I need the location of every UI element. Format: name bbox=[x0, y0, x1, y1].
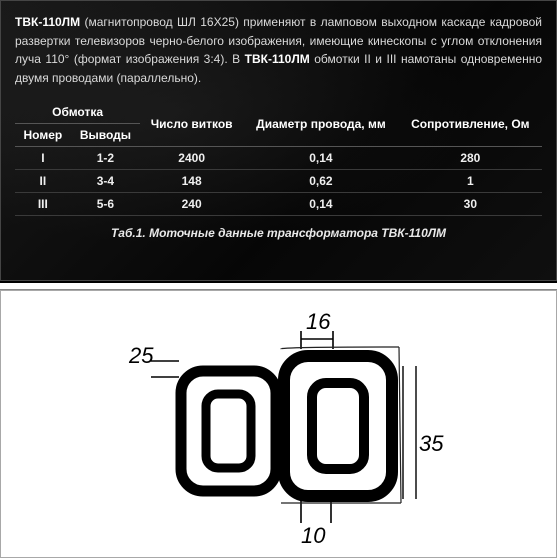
cell-dia: 0,14 bbox=[243, 147, 399, 170]
cell-leads: 1-2 bbox=[71, 147, 140, 170]
desc-bold: ТВК-110ЛМ bbox=[15, 15, 80, 29]
left-core-inner bbox=[206, 394, 251, 468]
cell-leads: 3-4 bbox=[71, 170, 140, 193]
cell-res: 30 bbox=[399, 193, 542, 216]
cell-leads: 5-6 bbox=[71, 193, 140, 216]
label-35: 35 bbox=[419, 431, 444, 456]
cell-dia: 0,14 bbox=[243, 193, 399, 216]
desc-bold: ТВК-110ЛМ bbox=[245, 52, 310, 66]
windings-tbody: I1-224000,14280II3-41480,621III5-62400,1… bbox=[15, 147, 542, 216]
cell-res: 1 bbox=[399, 170, 542, 193]
panel-separator bbox=[0, 281, 557, 290]
cell-turns: 2400 bbox=[140, 147, 243, 170]
cell-res: 280 bbox=[399, 147, 542, 170]
cell-num: II bbox=[15, 170, 71, 193]
th-leads: Выводы bbox=[71, 124, 140, 147]
th-res: Сопротивление, Ом bbox=[399, 101, 542, 147]
left-core-outer bbox=[181, 371, 276, 491]
table-row: I1-224000,14280 bbox=[15, 147, 542, 170]
windings-table: Обмотка Число витков Диаметр провода, мм… bbox=[15, 101, 542, 216]
label-25: 25 bbox=[128, 343, 154, 368]
th-dia: Диаметр провода, мм bbox=[243, 101, 399, 147]
cell-turns: 240 bbox=[140, 193, 243, 216]
cell-num: III bbox=[15, 193, 71, 216]
table-row: II3-41480,621 bbox=[15, 170, 542, 193]
cell-turns: 148 bbox=[140, 170, 243, 193]
th-num: Номер bbox=[15, 124, 71, 147]
description-text: ТВК-110ЛМ (магнитопровод ШЛ 16Х25) приме… bbox=[15, 13, 542, 87]
table-caption: Таб.1. Моточные данные трансформатора ТВ… bbox=[15, 226, 542, 240]
core-drawing: 25 16 35 10 bbox=[0, 290, 557, 558]
spec-panel: ТВК-110ЛМ (магнитопровод ШЛ 16Х25) приме… bbox=[0, 0, 557, 281]
cell-num: I bbox=[15, 147, 71, 170]
right-core-outer bbox=[284, 356, 392, 496]
label-10: 10 bbox=[301, 523, 326, 548]
table-row: III5-62400,1430 bbox=[15, 193, 542, 216]
label-16: 16 bbox=[306, 309, 331, 334]
right-core-inner bbox=[312, 383, 364, 469]
cell-dia: 0,62 bbox=[243, 170, 399, 193]
th-group: Обмотка bbox=[15, 101, 140, 124]
th-turns: Число витков bbox=[140, 101, 243, 147]
